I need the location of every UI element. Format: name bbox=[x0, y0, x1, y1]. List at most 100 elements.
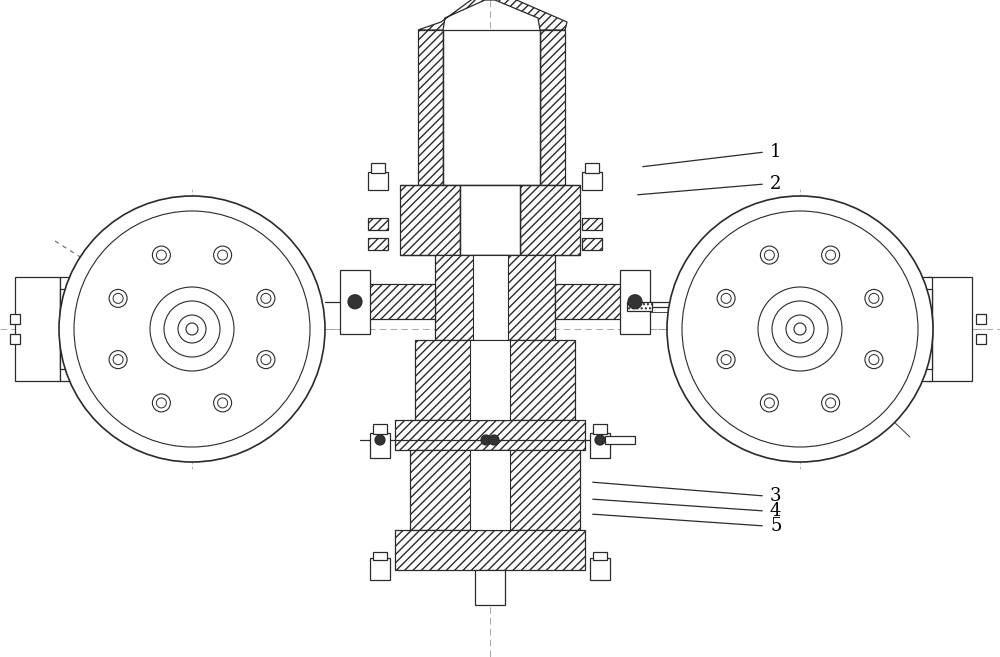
Bar bbox=[15, 277, 60, 381]
Text: 3: 3 bbox=[770, 487, 782, 505]
Bar bbox=[418, 30, 443, 185]
Bar bbox=[976, 314, 986, 324]
Circle shape bbox=[760, 394, 778, 412]
Circle shape bbox=[218, 250, 228, 260]
Circle shape bbox=[794, 323, 806, 335]
Bar bbox=[590, 558, 610, 580]
Bar bbox=[540, 30, 565, 185]
Bar bbox=[163, 297, 173, 361]
Circle shape bbox=[772, 301, 828, 357]
Bar bbox=[460, 185, 520, 255]
Circle shape bbox=[822, 394, 840, 412]
Text: 4: 4 bbox=[770, 502, 781, 520]
Bar bbox=[395, 530, 585, 570]
Bar bbox=[582, 218, 602, 230]
Bar bbox=[373, 552, 387, 560]
Circle shape bbox=[489, 435, 499, 445]
Bar bbox=[108, 299, 163, 359]
Bar bbox=[400, 185, 460, 255]
Bar bbox=[582, 172, 602, 190]
Circle shape bbox=[826, 398, 836, 408]
Circle shape bbox=[721, 294, 731, 304]
Bar bbox=[620, 270, 650, 334]
Circle shape bbox=[628, 295, 642, 309]
Circle shape bbox=[682, 211, 918, 447]
Polygon shape bbox=[418, 0, 567, 30]
Bar bbox=[627, 302, 652, 311]
Text: 5: 5 bbox=[770, 517, 781, 535]
Bar bbox=[415, 340, 575, 420]
Circle shape bbox=[481, 435, 491, 445]
Bar bbox=[593, 552, 607, 560]
Circle shape bbox=[721, 355, 731, 365]
Bar bbox=[605, 436, 635, 444]
Bar bbox=[907, 277, 932, 381]
Circle shape bbox=[257, 289, 275, 307]
Circle shape bbox=[261, 355, 271, 365]
Bar bbox=[373, 424, 387, 434]
Circle shape bbox=[186, 323, 198, 335]
Circle shape bbox=[786, 315, 814, 343]
Bar bbox=[435, 255, 555, 340]
Circle shape bbox=[214, 394, 232, 412]
Circle shape bbox=[74, 211, 310, 447]
Bar bbox=[368, 238, 388, 250]
Bar bbox=[395, 420, 585, 450]
Bar bbox=[852, 299, 872, 359]
Circle shape bbox=[109, 289, 127, 307]
Bar bbox=[555, 284, 625, 319]
Bar bbox=[10, 314, 20, 324]
Circle shape bbox=[214, 246, 232, 264]
Circle shape bbox=[178, 315, 206, 343]
Bar bbox=[368, 218, 388, 230]
Bar bbox=[582, 218, 602, 230]
Bar bbox=[143, 299, 163, 359]
Bar bbox=[365, 284, 435, 319]
Text: 2: 2 bbox=[770, 175, 781, 193]
Circle shape bbox=[865, 351, 883, 369]
Bar bbox=[907, 289, 932, 369]
Bar bbox=[95, 309, 107, 349]
Circle shape bbox=[218, 398, 228, 408]
Bar bbox=[585, 163, 599, 173]
Bar bbox=[590, 433, 610, 458]
Bar bbox=[852, 299, 872, 359]
Bar bbox=[108, 299, 128, 359]
Circle shape bbox=[164, 301, 220, 357]
Bar bbox=[368, 218, 388, 230]
Bar bbox=[470, 340, 510, 420]
Bar bbox=[832, 299, 852, 359]
Circle shape bbox=[717, 289, 735, 307]
Circle shape bbox=[375, 435, 385, 445]
Bar bbox=[443, 30, 540, 185]
Bar bbox=[475, 570, 505, 605]
Bar bbox=[400, 185, 460, 255]
Bar bbox=[371, 163, 385, 173]
Circle shape bbox=[59, 196, 325, 462]
Circle shape bbox=[156, 250, 166, 260]
Bar bbox=[555, 284, 625, 319]
Circle shape bbox=[758, 287, 842, 371]
Bar bbox=[627, 302, 652, 311]
Circle shape bbox=[717, 351, 735, 369]
Bar bbox=[927, 277, 972, 381]
Bar bbox=[872, 299, 927, 359]
Bar bbox=[340, 270, 370, 334]
Circle shape bbox=[113, 294, 123, 304]
Bar bbox=[370, 558, 390, 580]
Circle shape bbox=[156, 398, 166, 408]
Bar bbox=[520, 185, 580, 255]
Bar bbox=[368, 238, 388, 250]
Bar bbox=[582, 238, 602, 250]
Bar bbox=[832, 299, 852, 359]
Bar bbox=[825, 297, 835, 361]
Bar bbox=[473, 255, 508, 340]
Circle shape bbox=[822, 246, 840, 264]
Bar bbox=[60, 277, 95, 381]
Bar bbox=[410, 450, 580, 530]
Circle shape bbox=[152, 246, 170, 264]
Bar bbox=[410, 450, 580, 530]
Bar bbox=[395, 530, 585, 570]
Bar bbox=[108, 299, 128, 359]
Circle shape bbox=[667, 196, 933, 462]
